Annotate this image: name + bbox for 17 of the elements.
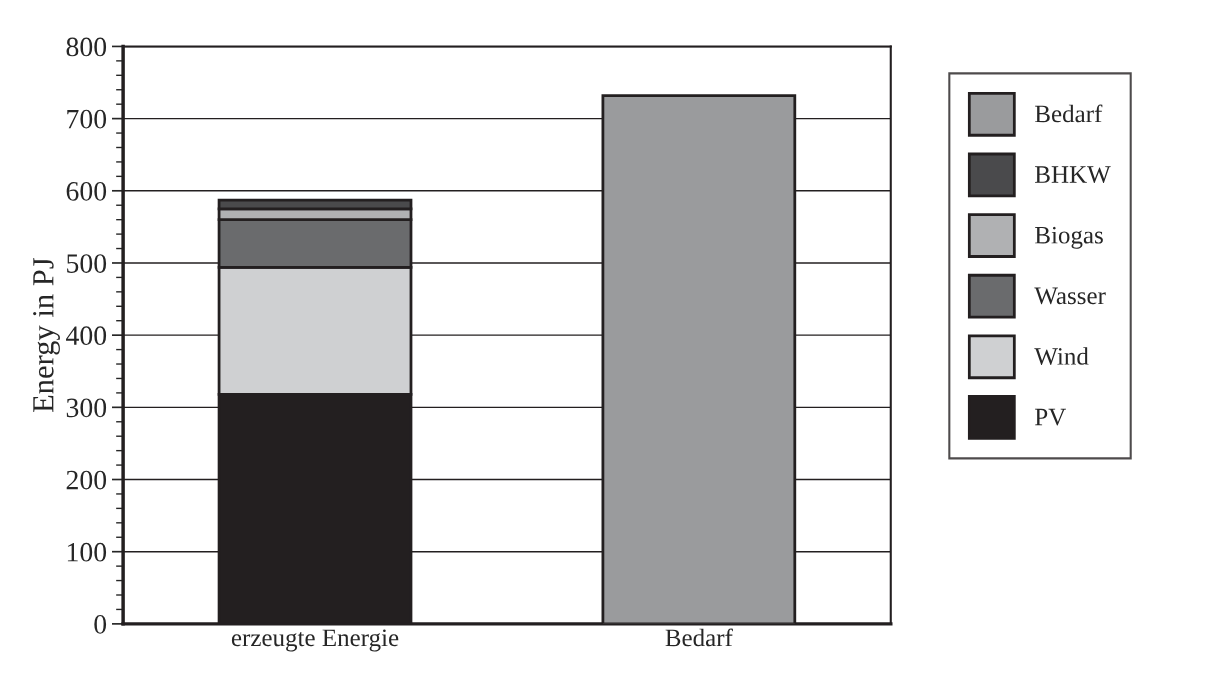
- y-tick-label: 600: [66, 181, 107, 201]
- y-tick-label: 100: [67, 542, 107, 562]
- legend-label: Wind: [1034, 347, 1089, 365]
- legend-label: Biogas: [1035, 226, 1103, 249]
- legend-label: Wasser: [1034, 287, 1106, 305]
- legend-label: PV: [1035, 408, 1066, 426]
- legend-label: BHKW: [1035, 166, 1111, 184]
- y-tick-label: 700: [67, 109, 107, 129]
- y-tick-label: 500: [67, 254, 107, 273]
- y-tick-label: 800: [66, 37, 107, 57]
- y-axis-title: Energy in PJ: [33, 257, 60, 413]
- y-tick-label: 0: [94, 615, 107, 634]
- y-tick-label: 400: [66, 326, 107, 346]
- y-tick-label: 300: [66, 398, 107, 418]
- legend-label: Bedarf: [1035, 104, 1103, 123]
- x-tick-label: erzeugte Energie: [231, 629, 399, 652]
- y-tick-label: 200: [66, 470, 107, 490]
